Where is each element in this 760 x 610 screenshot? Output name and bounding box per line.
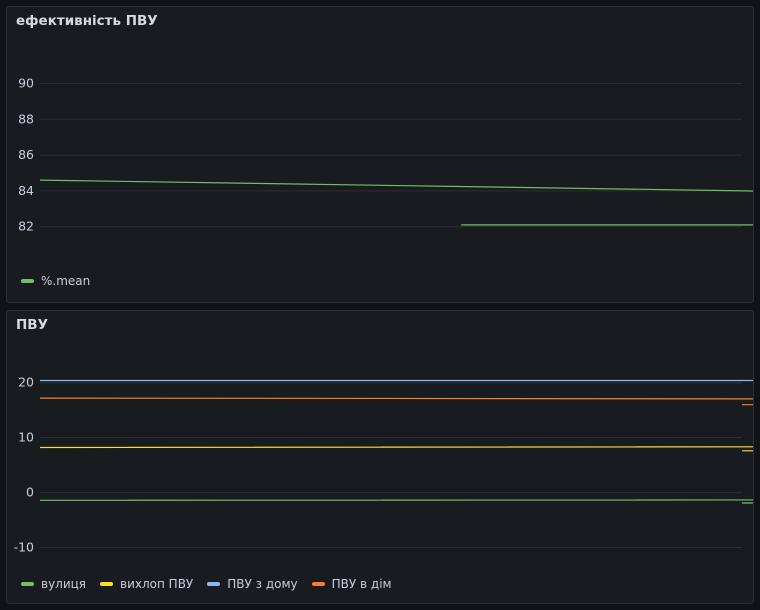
legend-swatch bbox=[21, 279, 34, 283]
legend-item-to-home[interactable]: ПВУ в дім bbox=[312, 577, 392, 591]
legend-swatch bbox=[312, 582, 325, 586]
chart-legend: вулиця вихлоп ПВУ ПВУ з дому ПВУ в дім bbox=[21, 577, 392, 591]
pvu-panel: ПВУ -100102010:0012:0014:0016:0018:0020:… bbox=[6, 310, 754, 604]
legend-item-exhaust[interactable]: вихлоп ПВУ bbox=[100, 577, 193, 591]
y-tick-label: 10 bbox=[18, 430, 34, 445]
legend-item-mean[interactable]: %.mean bbox=[21, 274, 90, 288]
legend-label: ПВУ в дім bbox=[332, 577, 392, 591]
legend-label: %.mean bbox=[41, 274, 90, 288]
efficiency-panel: ефективність ПВУ 828486889010:0012:0014:… bbox=[6, 6, 754, 303]
legend-item-street[interactable]: вулиця bbox=[21, 577, 86, 591]
legend-label: вулиця bbox=[41, 577, 86, 591]
legend-label: вихлоп ПВУ bbox=[120, 577, 193, 591]
y-tick-label: 90 bbox=[18, 75, 34, 90]
y-tick-label: 86 bbox=[18, 147, 34, 162]
legend-item-from-home[interactable]: ПВУ з дому bbox=[207, 577, 297, 591]
legend-swatch bbox=[100, 582, 113, 586]
chart-legend: %.mean bbox=[21, 274, 90, 288]
series-line[interactable] bbox=[40, 75, 753, 231]
y-tick-label: 82 bbox=[18, 219, 34, 234]
efficiency-chart: 828486889010:0012:0014:0016:0018:0020:00… bbox=[7, 7, 753, 302]
y-tick-label: 84 bbox=[18, 183, 34, 198]
legend-swatch bbox=[207, 582, 220, 586]
series-line[interactable] bbox=[40, 484, 753, 530]
y-tick-label: 0 bbox=[26, 485, 34, 500]
legend-swatch bbox=[21, 582, 34, 586]
pvu-chart: -100102010:0012:0014:0016:0018:0020:0022… bbox=[7, 311, 753, 603]
y-tick-label: 88 bbox=[18, 111, 34, 126]
y-tick-label: 20 bbox=[18, 375, 34, 390]
series-line[interactable] bbox=[40, 392, 753, 406]
y-tick-label: -10 bbox=[14, 540, 34, 555]
legend-label: ПВУ з дому bbox=[227, 577, 297, 591]
